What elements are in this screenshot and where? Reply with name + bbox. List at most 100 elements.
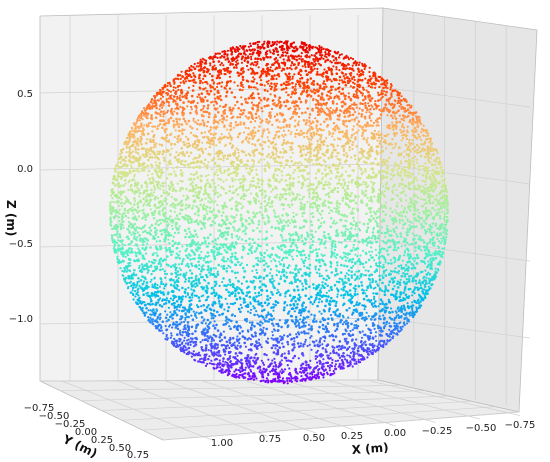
scatter-point <box>293 101 296 105</box>
scatter-point <box>259 99 263 102</box>
scatter-point <box>257 315 261 318</box>
scatter-point <box>160 194 163 198</box>
scatter-point <box>388 127 392 130</box>
scatter-point <box>185 187 188 191</box>
scatter-point <box>288 82 291 86</box>
scatter-point <box>260 183 264 186</box>
scatter-point <box>192 239 195 242</box>
scatter-point <box>377 251 381 254</box>
scatter-point <box>359 275 363 278</box>
scatter-point <box>247 252 250 256</box>
scatter-point <box>308 161 311 164</box>
scatter-point <box>300 92 303 96</box>
scatter-point <box>351 143 354 146</box>
scatter-point <box>412 187 416 190</box>
scatter-point <box>298 298 301 302</box>
scatter-point <box>295 335 299 339</box>
scatter-point <box>154 161 157 164</box>
scatter-point <box>423 180 427 183</box>
scatter-point <box>175 112 179 115</box>
scatter-point <box>286 335 290 338</box>
scatter-point <box>415 143 419 147</box>
scatter-point <box>236 158 239 161</box>
scatter-point <box>327 97 331 101</box>
scatter-point <box>153 105 156 108</box>
scatter-point <box>224 222 228 226</box>
scatter-point <box>397 167 401 170</box>
scatter-point <box>306 73 309 76</box>
scatter-point <box>217 111 220 114</box>
scatter-point <box>157 181 160 184</box>
scatter-point <box>257 338 261 341</box>
scatter-point <box>170 253 173 257</box>
scatter-point <box>234 294 237 298</box>
scatter-point <box>169 162 173 165</box>
scatter-point <box>259 121 263 124</box>
scatter-point <box>401 134 404 137</box>
scatter-point <box>390 277 394 280</box>
scatter-point <box>245 362 249 366</box>
scatter-point <box>141 247 144 250</box>
scatter-point <box>382 321 386 325</box>
scatter-point <box>416 286 419 289</box>
scatter-point <box>402 272 405 275</box>
scatter-point <box>287 173 291 176</box>
scatter-point <box>147 169 151 173</box>
scatter-point <box>270 75 274 78</box>
scatter-point <box>226 230 230 234</box>
scatter-point <box>322 82 325 85</box>
scatter-point <box>342 288 345 292</box>
scatter-point <box>167 161 170 164</box>
scatter-point <box>376 222 379 225</box>
scatter-point <box>402 223 405 227</box>
scatter-point <box>422 241 426 244</box>
scatter-point <box>218 305 222 308</box>
scatter-point <box>133 208 136 211</box>
scatter-point <box>419 185 422 188</box>
scatter-point <box>212 208 215 211</box>
scatter-point <box>176 137 179 141</box>
scatter-point <box>172 264 175 267</box>
scatter-point <box>270 253 274 256</box>
scatter-point <box>244 239 248 243</box>
scatter-point <box>315 98 318 101</box>
scatter-point <box>210 292 213 295</box>
scatter-point <box>136 152 140 155</box>
scatter-point <box>168 217 171 220</box>
scatter-point <box>188 269 192 272</box>
scatter-point <box>166 293 170 296</box>
scatter-point <box>177 158 180 161</box>
scatter-point <box>138 299 142 303</box>
scatter-point <box>262 367 266 371</box>
scatter-point <box>135 217 138 221</box>
scatter-point <box>353 154 357 157</box>
scatter-point <box>321 209 324 213</box>
scatter-point <box>185 203 188 207</box>
scatter-point <box>257 185 261 189</box>
scatter-point <box>304 294 308 298</box>
scatter-point <box>257 66 260 69</box>
x-gridline-floor <box>245 380 397 427</box>
scatter-point <box>393 246 397 249</box>
scatter-point <box>317 227 320 230</box>
scatter-point <box>360 344 363 347</box>
scatter-point <box>314 297 318 301</box>
scatter-point <box>129 202 132 205</box>
scatter-point <box>326 172 330 176</box>
scatter-point <box>288 333 292 336</box>
scatter-point <box>428 263 431 266</box>
scatter-point <box>184 160 187 163</box>
scatter-point <box>290 159 294 163</box>
scatter-point <box>323 199 327 202</box>
scatter-point <box>164 211 167 215</box>
scatter-point <box>252 359 255 362</box>
scatter-point <box>184 229 187 233</box>
scatter-point <box>207 242 211 245</box>
scatter-point <box>238 351 241 355</box>
scatter-point <box>237 201 241 205</box>
scatter-point <box>360 168 363 171</box>
scatter-point <box>174 129 177 132</box>
scatter-point <box>293 169 297 172</box>
scatter-point <box>274 196 278 199</box>
scatter-point <box>373 295 376 298</box>
